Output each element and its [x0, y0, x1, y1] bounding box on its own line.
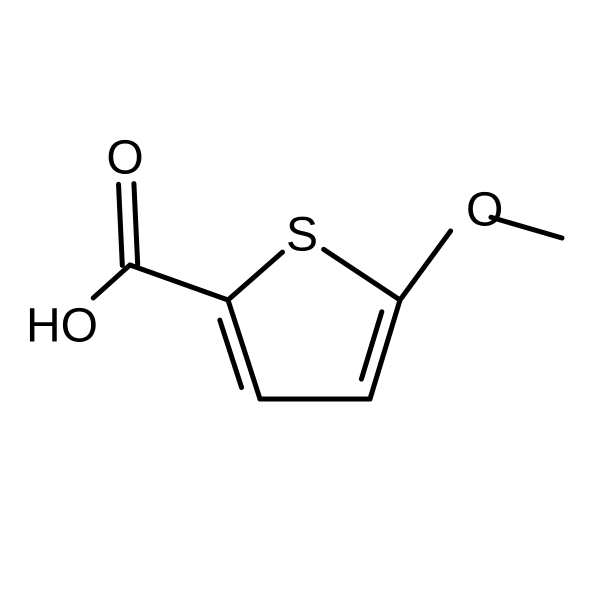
bond-line — [400, 231, 451, 300]
bond-line — [228, 300, 260, 399]
atom-labels-layer: S O HO O — [26, 132, 503, 353]
bond-line — [130, 265, 228, 300]
bond-line — [228, 252, 282, 300]
bond-line — [134, 184, 138, 265]
atom-label-o: O — [466, 184, 503, 237]
bond-line — [119, 184, 123, 265]
bond-line — [324, 249, 400, 300]
atom-label-ho: HO — [26, 300, 98, 353]
molecule-diagram: S O HO O — [0, 0, 600, 600]
bond-line — [370, 300, 400, 399]
bond-line — [93, 265, 130, 298]
atom-label-s: S — [286, 209, 318, 262]
atom-label-o: O — [106, 132, 143, 185]
